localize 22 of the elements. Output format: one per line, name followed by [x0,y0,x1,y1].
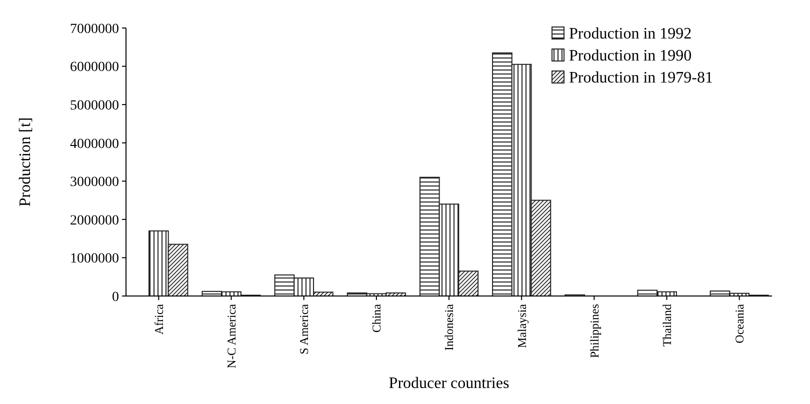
x-tick-label: Thailand [660,304,674,347]
y-tick-label: 6000000 [70,60,119,76]
x-tick-label: China [370,303,384,333]
x-tick-label: Africa [152,303,166,335]
x-tick-label: S America [297,303,312,354]
y-tick-label: 1000000 [70,252,119,267]
y-tick-label: 7000000 [70,22,119,37]
y-tick-label: 0 [112,290,119,305]
x-tick-label: N-C America [224,303,238,368]
legend-label: Production in 1979-81 [569,70,713,87]
x-tick-label: Malaysia [514,303,529,348]
y-tick-label: 4000000 [70,136,119,152]
legend-label: Production in 1992 [569,26,692,43]
x-tick-label: Oceania [732,303,747,344]
x-tick-label: Indonesia [442,303,456,351]
x-axis-title: Producer countries [388,375,510,392]
y-tick-label: 5000000 [70,98,119,114]
y-tick-label: 2000000 [70,213,119,228]
legend-label: Production in 1990 [569,48,692,65]
y-tick-label: 3000000 [70,175,119,190]
y-axis-title: Production [t] [17,117,34,207]
x-tick-label: Philippines [587,304,602,358]
